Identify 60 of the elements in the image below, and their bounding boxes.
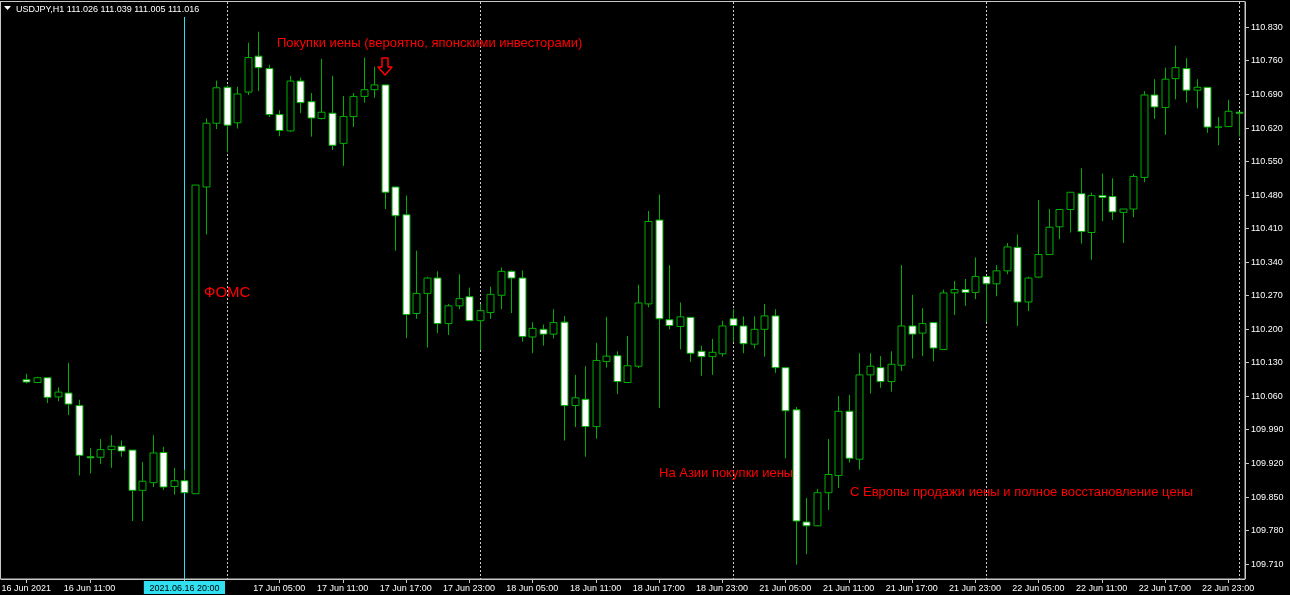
x-tick-label: 21 Jun 17:00 (885, 583, 938, 593)
y-tick-label: 110.270 (1251, 290, 1283, 301)
x-tick-label: 22 Jun 17:00 (1138, 583, 1191, 593)
x-tick-label: 21 Jun 05:00 (759, 583, 812, 593)
candlestick (697, 345, 706, 377)
candlestick (1224, 99, 1233, 128)
y-tick-label: 109.780 (1251, 525, 1284, 536)
y-tick-label: 110.480 (1251, 189, 1283, 200)
x-tick-label: 18 Jun 23:00 (696, 583, 749, 593)
y-tick-label: 110.410 (1251, 223, 1283, 234)
candlestick (665, 264, 674, 330)
y-tick-label: 110.830 (1251, 21, 1283, 32)
y-tick-label: 110.340 (1251, 256, 1283, 267)
candlestick (1171, 45, 1180, 100)
x-tick-label: 22 Jun 11:00 (1075, 583, 1128, 593)
candlestick (950, 280, 959, 316)
x-tick-label: 18 Jun 11:00 (569, 583, 622, 593)
candlestick (75, 399, 84, 476)
y-tick-label: 110.620 (1251, 122, 1283, 133)
x-tick-label: 17 Jun 05:00 (253, 583, 306, 593)
candlestick (1214, 116, 1223, 146)
x-tick-label: 21 Jun 23:00 (949, 583, 1002, 593)
candlestick (191, 184, 200, 495)
annotation: Покупки иены (вероятно, японскими инвесторами) (277, 34, 583, 50)
y-tick-label: 110.060 (1251, 390, 1283, 401)
candlestick (813, 488, 822, 527)
candlestick (1045, 208, 1054, 256)
x-tick-label: 17 Jun 17:00 (379, 583, 432, 593)
candlestick (1066, 191, 1075, 234)
y-tick-label: 109.920 (1251, 458, 1284, 469)
y-tick-label: 109.850 (1251, 491, 1284, 502)
x-tick-label: 16 Jun 11:00 (63, 583, 116, 593)
annotation: На Азии покупки иены (659, 464, 794, 480)
annotation: ФОМС (204, 282, 251, 300)
x-tick-label: 2021.06.16 20:00 (149, 583, 220, 593)
candlestick (1182, 57, 1191, 104)
y-tick-label: 110.550 (1251, 156, 1283, 167)
x-tick-label: 22 Jun 05:00 (1012, 583, 1065, 593)
candlestick (560, 315, 569, 441)
x-tick-label: 17 Jun 23:00 (443, 583, 496, 593)
y-tick-label: 110.760 (1251, 55, 1283, 66)
y-tick-label: 109.710 (1251, 558, 1284, 569)
x-tick-label: 18 Jun 05:00 (506, 583, 559, 593)
y-tick-label: 109.990 (1251, 424, 1284, 435)
candlestick (22, 373, 31, 384)
candlestick (328, 75, 337, 151)
chart-title: USDJPY,H1 111.026 111.039 111.005 111.016 (16, 4, 200, 14)
x-tick-label: 22 Jun 23:00 (1202, 583, 1255, 593)
y-tick-label: 110.690 (1251, 89, 1283, 100)
x-tick-label: 21 Jun 11:00 (822, 583, 875, 593)
candlestick (655, 194, 664, 409)
candlestick (1055, 208, 1064, 240)
candlestick (1161, 67, 1170, 136)
y-tick-label: 110.200 (1251, 323, 1283, 334)
x-tick-label: 18 Jun 17:00 (632, 583, 685, 593)
candlestick (444, 303, 453, 336)
y-tick-label: 110.130 (1251, 357, 1283, 368)
x-tick-label: 16 Jun 2021 (1, 583, 52, 593)
annotation: С Европы продажи иены и полное восстановление цены (850, 483, 1194, 499)
x-tick-label: 17 Jun 11:00 (316, 583, 369, 593)
